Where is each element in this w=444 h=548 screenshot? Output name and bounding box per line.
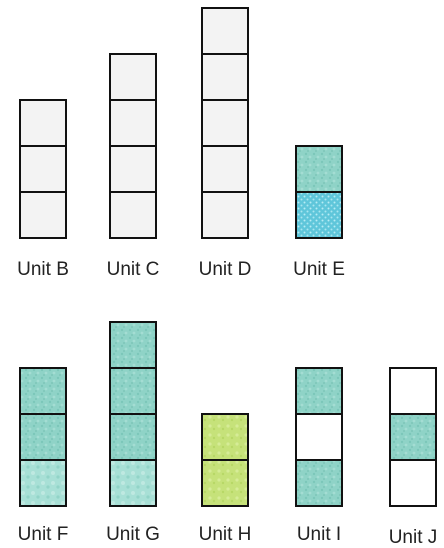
unit-cell	[295, 367, 343, 415]
unit-cell	[19, 413, 67, 461]
unit-label: Unit F	[18, 524, 69, 545]
unit-f: Unit F	[18, 367, 69, 545]
unit-cell	[201, 459, 249, 507]
unit-cell	[19, 367, 67, 415]
unit-label: Unit E	[293, 259, 345, 280]
unit-cell	[109, 367, 157, 415]
unit-cell	[295, 459, 343, 507]
unit-cell	[389, 413, 437, 461]
unit-cell	[201, 53, 249, 101]
unit-h: Unit H	[199, 413, 252, 545]
unit-cell	[201, 99, 249, 147]
unit-label: Unit I	[297, 524, 341, 545]
unit-g: Unit G	[106, 321, 160, 545]
unit-cell	[201, 145, 249, 193]
unit-cell	[109, 53, 157, 101]
unit-cell	[295, 145, 343, 193]
unit-row-top: Unit B Unit C Unit D Unit E	[17, 7, 345, 280]
unit-cell	[109, 99, 157, 147]
unit-label: Unit H	[199, 524, 252, 545]
unit-label: Unit B	[17, 259, 69, 280]
unit-label: Unit J	[389, 527, 438, 548]
unit-cell	[201, 191, 249, 239]
unit-c: Unit C	[107, 53, 160, 280]
unit-cell	[109, 413, 157, 461]
unit-i: Unit I	[295, 367, 343, 545]
unit-cell	[389, 367, 437, 415]
unit-row-bottom: Unit F Unit G Unit H Unit I Unit J	[18, 321, 438, 548]
unit-label: Unit G	[106, 524, 160, 545]
unit-label: Unit C	[107, 259, 160, 280]
unit-cell	[109, 459, 157, 507]
unit-cell	[109, 145, 157, 193]
unit-cell	[19, 145, 67, 193]
unit-cell	[19, 191, 67, 239]
unit-b: Unit B	[17, 99, 69, 280]
unit-cell	[201, 413, 249, 461]
unit-j: Unit J	[389, 367, 438, 548]
unit-cell	[19, 99, 67, 147]
unit-label: Unit D	[199, 259, 252, 280]
unit-cell	[295, 413, 343, 461]
unit-e: Unit E	[293, 145, 345, 280]
unit-d: Unit D	[199, 7, 252, 280]
unit-cell	[389, 459, 437, 507]
unit-cell	[19, 459, 67, 507]
unit-cell	[109, 191, 157, 239]
unit-cell	[295, 191, 343, 239]
unit-cell	[201, 7, 249, 55]
unit-cell	[109, 321, 157, 369]
